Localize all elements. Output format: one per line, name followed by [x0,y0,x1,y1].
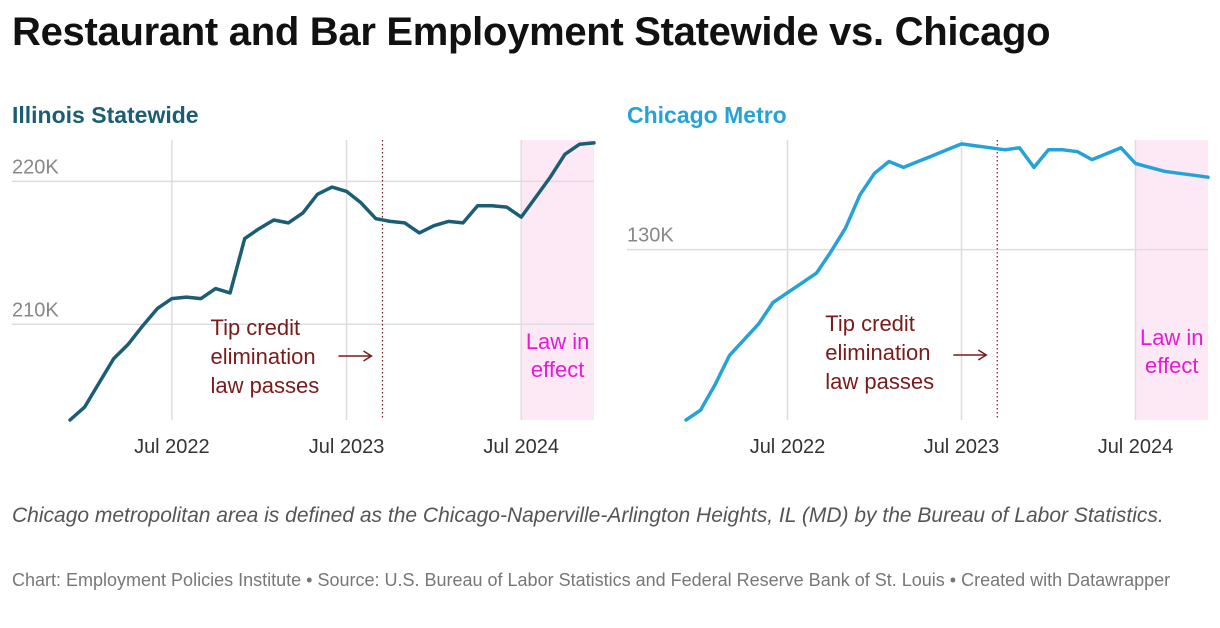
illinois-series-line [68,141,596,422]
chicago-series-line [684,142,1210,422]
chart-note: Chicago metropolitan area is defined as … [12,504,1164,527]
chicago-panel-title: Chicago Metro [627,102,787,128]
illinois-x-tick-label: Jul 2024 [483,436,559,458]
illinois-y-tick-label: 210K [12,299,59,321]
credit-part: Created with Datawrapper [961,570,1171,590]
credit-part: Source: U.S. Bureau of Labor Statistics … [317,570,945,590]
chicago-x-tick-label: Jul 2022 [750,436,826,458]
illinois-passes-label: Tip credit [210,315,300,340]
illinois-x-tick-label: Jul 2022 [134,436,210,458]
illinois-panel-title: Illinois Statewide [12,102,199,128]
illinois-passes-label: elimination [210,344,315,369]
chicago-effect-band [1135,140,1208,420]
chart-title: Restaurant and Bar Employment Statewide … [12,10,1051,54]
chicago-passes-label: law passes [825,369,934,394]
illinois-passes-label: law passes [210,373,319,398]
chicago-effect-label: effect [1145,353,1198,378]
chicago-x-tick-label: Jul 2024 [1098,436,1174,458]
chicago-y-tick-label: 130K [627,225,674,247]
illinois-effect-label: Law in [526,329,590,354]
chart-area: Jul 2022 Jul 2023 Jul 2024 210K 220K Tip cred… [12,140,1210,458]
chicago-passes-label: Tip credit [825,311,915,336]
chicago-passes-arrowhead [977,349,988,361]
illinois-y-tick-label: 220K [12,156,59,178]
illinois-effect-band [521,140,594,420]
chart-credit: Chart: Employment Policies Institute • S… [12,570,1171,590]
illinois-effect-label: effect [531,357,584,382]
illinois-passes-arrowhead [363,350,373,362]
chicago-x-tick-label: Jul 2023 [924,436,1000,458]
illinois-x-tick-label: Jul 2023 [309,436,385,458]
chicago-effect-label: Law in [1140,325,1204,350]
credit-part: Chart: Employment Policies Institute [12,570,302,590]
chicago-passes-label: elimination [825,340,930,365]
